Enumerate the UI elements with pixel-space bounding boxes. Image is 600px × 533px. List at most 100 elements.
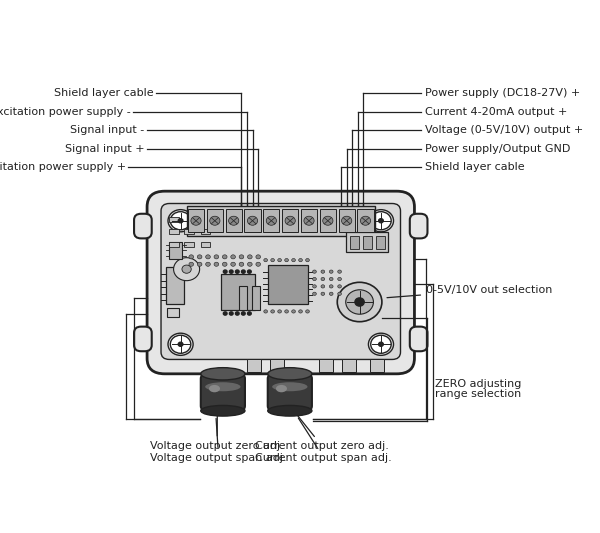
Bar [376,236,385,248]
Circle shape [321,270,325,273]
Circle shape [191,216,201,225]
Circle shape [256,255,260,259]
Circle shape [285,259,289,262]
Circle shape [299,310,302,313]
Bar [320,209,336,232]
Bar [247,359,261,372]
Bar [338,209,355,232]
Circle shape [239,255,244,259]
Circle shape [271,310,274,313]
Circle shape [285,310,289,313]
Circle shape [197,255,202,259]
Text: Shield layer cable: Shield layer cable [425,161,525,172]
Circle shape [206,255,211,259]
Bar [169,241,182,259]
Bar [200,241,210,247]
Text: Voltage output zero adj.: Voltage output zero adj. [151,416,284,451]
Circle shape [368,333,394,356]
FancyBboxPatch shape [134,327,152,351]
Circle shape [235,270,239,273]
Ellipse shape [205,382,241,391]
Circle shape [292,310,295,313]
FancyBboxPatch shape [268,374,312,411]
Bar [346,232,388,252]
Circle shape [231,262,235,266]
Circle shape [337,282,382,322]
Bar [188,209,204,232]
Circle shape [338,292,341,295]
Circle shape [278,259,281,262]
Bar [167,308,179,317]
Circle shape [223,270,227,273]
Circle shape [313,270,316,273]
Ellipse shape [268,368,312,380]
Circle shape [168,209,193,232]
Bar [271,359,284,372]
Text: Excitation power supply +: Excitation power supply + [0,161,126,172]
FancyBboxPatch shape [134,214,152,238]
Circle shape [329,270,333,273]
Text: Power supply/Output GND: Power supply/Output GND [425,143,571,154]
Circle shape [210,216,220,225]
Circle shape [346,290,373,314]
Circle shape [323,216,333,225]
Circle shape [173,257,200,281]
Circle shape [305,259,310,262]
Ellipse shape [272,382,308,391]
Ellipse shape [209,385,220,392]
Bar [370,359,384,372]
Circle shape [379,342,383,346]
Text: 0-5V/10V out selection: 0-5V/10V out selection [387,285,553,297]
Bar [200,229,210,235]
Text: Current output span adj.: Current output span adj. [256,418,392,463]
Circle shape [313,277,316,281]
Circle shape [338,285,341,288]
Circle shape [229,270,233,273]
Circle shape [206,262,211,266]
Circle shape [355,298,364,306]
Circle shape [235,312,239,315]
Bar [226,209,242,232]
Bar [319,359,333,372]
Bar [343,359,356,372]
Bar [358,209,374,232]
Bar [364,236,371,248]
Ellipse shape [276,385,287,392]
Circle shape [214,262,218,266]
Text: Signal input -: Signal input - [71,125,145,135]
Circle shape [368,209,394,232]
Circle shape [170,212,191,230]
Bar [166,268,184,304]
Text: range selection: range selection [436,389,521,399]
Text: Power supply (DC18-27V) +: Power supply (DC18-27V) + [425,88,580,98]
FancyBboxPatch shape [147,191,415,374]
Text: Excitation power supply -: Excitation power supply - [0,107,131,117]
Bar [187,206,375,236]
Circle shape [168,333,193,356]
Circle shape [264,259,268,262]
Circle shape [379,219,383,223]
Circle shape [241,270,245,273]
Circle shape [266,216,277,225]
FancyBboxPatch shape [410,214,427,238]
Circle shape [285,216,295,225]
Text: Signal input +: Signal input + [65,143,145,154]
Circle shape [248,262,252,266]
Circle shape [223,262,227,266]
Circle shape [299,259,302,262]
Circle shape [321,285,325,288]
Circle shape [189,262,194,266]
Text: ZERO adjusting: ZERO adjusting [436,379,522,389]
Bar [282,209,298,232]
Circle shape [189,255,194,259]
Bar [301,209,317,232]
Bar [184,229,194,235]
Circle shape [271,259,274,262]
Bar [252,286,260,310]
Circle shape [182,265,191,273]
Bar [169,229,179,235]
Circle shape [329,292,333,295]
Circle shape [321,277,325,281]
Ellipse shape [201,368,245,380]
Circle shape [214,255,218,259]
